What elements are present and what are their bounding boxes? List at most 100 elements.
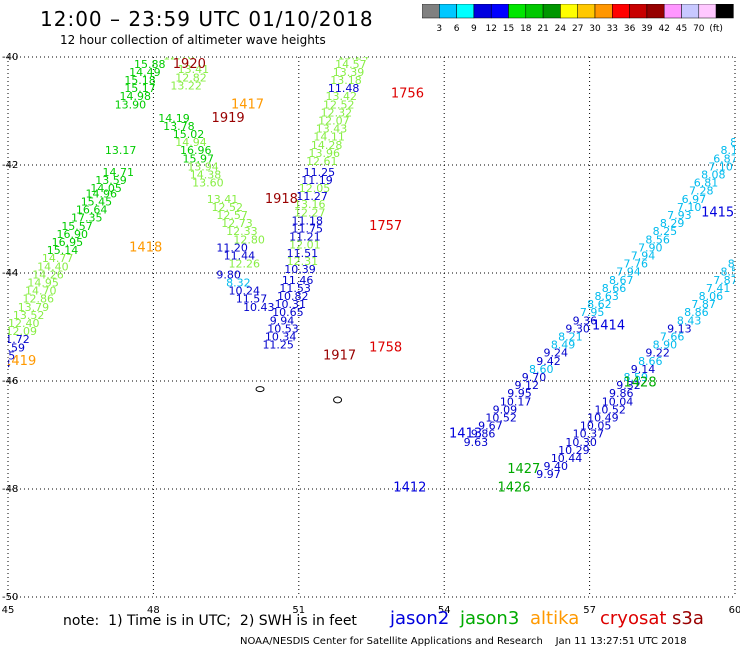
pass-time-label: 1757 xyxy=(369,219,402,234)
wave-height-label: 12.01 xyxy=(289,239,321,252)
y-tick-label: -40 xyxy=(2,52,18,63)
legend-s3a: s3a xyxy=(672,608,704,629)
wave-height-label: 11.46 xyxy=(282,274,314,287)
wave-height-label: 10.37 xyxy=(573,428,605,441)
pass-time-label: 1426 xyxy=(498,481,531,496)
wave-height-label: 12.09 xyxy=(6,325,38,338)
wave-height-label: 8.29 xyxy=(660,217,685,230)
wave-height-label: 11.48 xyxy=(328,82,360,95)
wave-height-label: 7.10 xyxy=(677,201,702,214)
wave-height-label: 8.25 xyxy=(653,225,678,238)
wave-height-label: 16.90 xyxy=(56,228,88,241)
colorbar-label: 15 xyxy=(503,24,514,34)
wave-height-label: 12.52 xyxy=(323,98,355,111)
y-tick-label: -50 xyxy=(2,592,18,603)
wave-height-label: 7.94 xyxy=(616,266,641,279)
wave-height-label: 10.52 xyxy=(485,412,517,425)
wave-height-label: 8.08 xyxy=(701,169,726,182)
wave-height-label: 14.94 xyxy=(175,136,207,149)
credit-text: NOAA/NESDIS Center for Satellite Applica… xyxy=(240,636,687,647)
wave-height-label: 9.09 xyxy=(493,403,517,416)
wave-height-label: 8.32 xyxy=(226,277,251,290)
colorbar-label: 12 xyxy=(485,24,496,34)
x-tick-label: 54 xyxy=(438,605,451,616)
wave-height-label: 9.63 xyxy=(464,436,489,449)
wave-height-label: 10.39 xyxy=(284,263,316,276)
legend-altika: altika xyxy=(530,608,580,629)
wave-height-label: 11.51 xyxy=(287,247,319,260)
wave-height-label: 10.82 xyxy=(277,290,309,303)
wave-height-label: 9.24 xyxy=(544,347,569,360)
wave-height-label: 9.36 xyxy=(573,314,598,327)
colorbar-label: 6 xyxy=(454,24,460,34)
wave-height-label: 11.20 xyxy=(216,241,248,254)
colorbar-label: 30 xyxy=(589,24,601,34)
colorbar-label: 33 xyxy=(607,24,618,34)
wave-height-label: 8.67 xyxy=(609,274,634,287)
colorbar-label: (ft) xyxy=(709,24,723,34)
wave-height-label: 14.19 xyxy=(158,112,190,125)
wave-height-label: 12.80 xyxy=(233,233,265,246)
wave-height-label: 13.79 xyxy=(18,301,50,314)
wave-height-label: 9.94 xyxy=(270,314,295,327)
wave-height-label: 10.29 xyxy=(558,444,590,457)
wave-height-label: 7.95 xyxy=(580,306,605,319)
y-tick-label: -44 xyxy=(2,268,18,279)
pass-time-label: 1415 xyxy=(701,205,734,220)
wave-height-label: 11.59 xyxy=(0,341,25,354)
colorbar-label: 24 xyxy=(555,24,567,34)
pass-time-label: 1419 xyxy=(3,354,36,369)
wave-height-label: 12.61 xyxy=(306,155,338,168)
wave-height-label: 9.80 xyxy=(216,268,241,281)
wave-height-label: 12.07 xyxy=(318,115,350,128)
colorbar-swatch xyxy=(715,4,734,19)
colorbar: 3 6 9 12 15 18 21 24 27 30 33 36 39 42 45 70 (ft) xyxy=(422,4,734,34)
wave-height-label: 15.45 xyxy=(81,196,113,209)
x-tick-label: 51 xyxy=(292,605,305,616)
wave-height-label: 11.75 xyxy=(292,223,324,236)
pass-time-label: 1416 xyxy=(229,46,262,61)
chart-title: 12:00 – 23:59 UTC 01/10/2018 xyxy=(40,7,374,31)
wave-height-label: 8.18 xyxy=(720,144,740,157)
chart-subtitle: 12 hour collection of altimeter wave hei… xyxy=(60,33,326,47)
note-text: note: 1) Time is in UTC; 2) SWH is in fe… xyxy=(63,613,357,629)
wave-height-label: 14.05 xyxy=(90,182,122,195)
colorbar-label: 39 xyxy=(641,24,653,34)
wave-height-label: 11.57 xyxy=(236,293,268,306)
wave-height-label: 14.96 xyxy=(86,187,118,200)
wave-height-label: 14.26 xyxy=(32,268,64,281)
wave-height-label: 12.73 xyxy=(221,217,253,230)
wave-height-label: 9.14 xyxy=(631,363,656,376)
wave-height-label: 10.24 xyxy=(229,285,260,298)
wave-height-label: 15.88 xyxy=(134,58,166,71)
wave-height-label: 16.64 xyxy=(76,204,108,217)
pass-time-label: 1758 xyxy=(369,340,402,355)
wave-height-label: 11.27 xyxy=(296,190,328,203)
wave-height-label: 10.43 xyxy=(243,301,275,314)
wave-height-label: 11.72 xyxy=(0,333,30,346)
island-outline xyxy=(333,396,343,404)
pass-time-label: 1428 xyxy=(624,375,657,390)
pass-time-label: 1919 xyxy=(212,111,245,126)
y-tick-label: -46 xyxy=(2,376,18,387)
wave-height-label: 7.94 xyxy=(631,250,656,263)
wave-height-label: 15.57 xyxy=(61,220,93,233)
wave-height-label: 9.67 xyxy=(478,420,503,433)
wave-height-label: 16.95 xyxy=(52,236,83,249)
wave-height-label: 8.59 xyxy=(624,371,649,384)
wave-height-label: 8.58 xyxy=(728,258,740,271)
wave-height-label: 15.17 xyxy=(124,82,156,95)
wave-height-label: 7.28 xyxy=(689,185,714,198)
wave-height-label: 12.82 xyxy=(175,71,207,84)
wave-height-label: 7.66 xyxy=(660,331,685,344)
wave-height-label: 8.06 xyxy=(699,290,724,303)
wave-height-label: 13.43 xyxy=(316,123,348,136)
wave-height-label: 9.30 xyxy=(565,322,590,335)
pass-time-label: 1920 xyxy=(173,57,206,72)
wave-height-label: 9.22 xyxy=(645,347,670,360)
wave-height-label: 8.66 xyxy=(602,282,627,295)
colorbar-label: 36 xyxy=(624,24,636,34)
wave-height-label: 12.05 xyxy=(299,182,331,195)
wave-height-label: 12.57 xyxy=(216,209,248,222)
